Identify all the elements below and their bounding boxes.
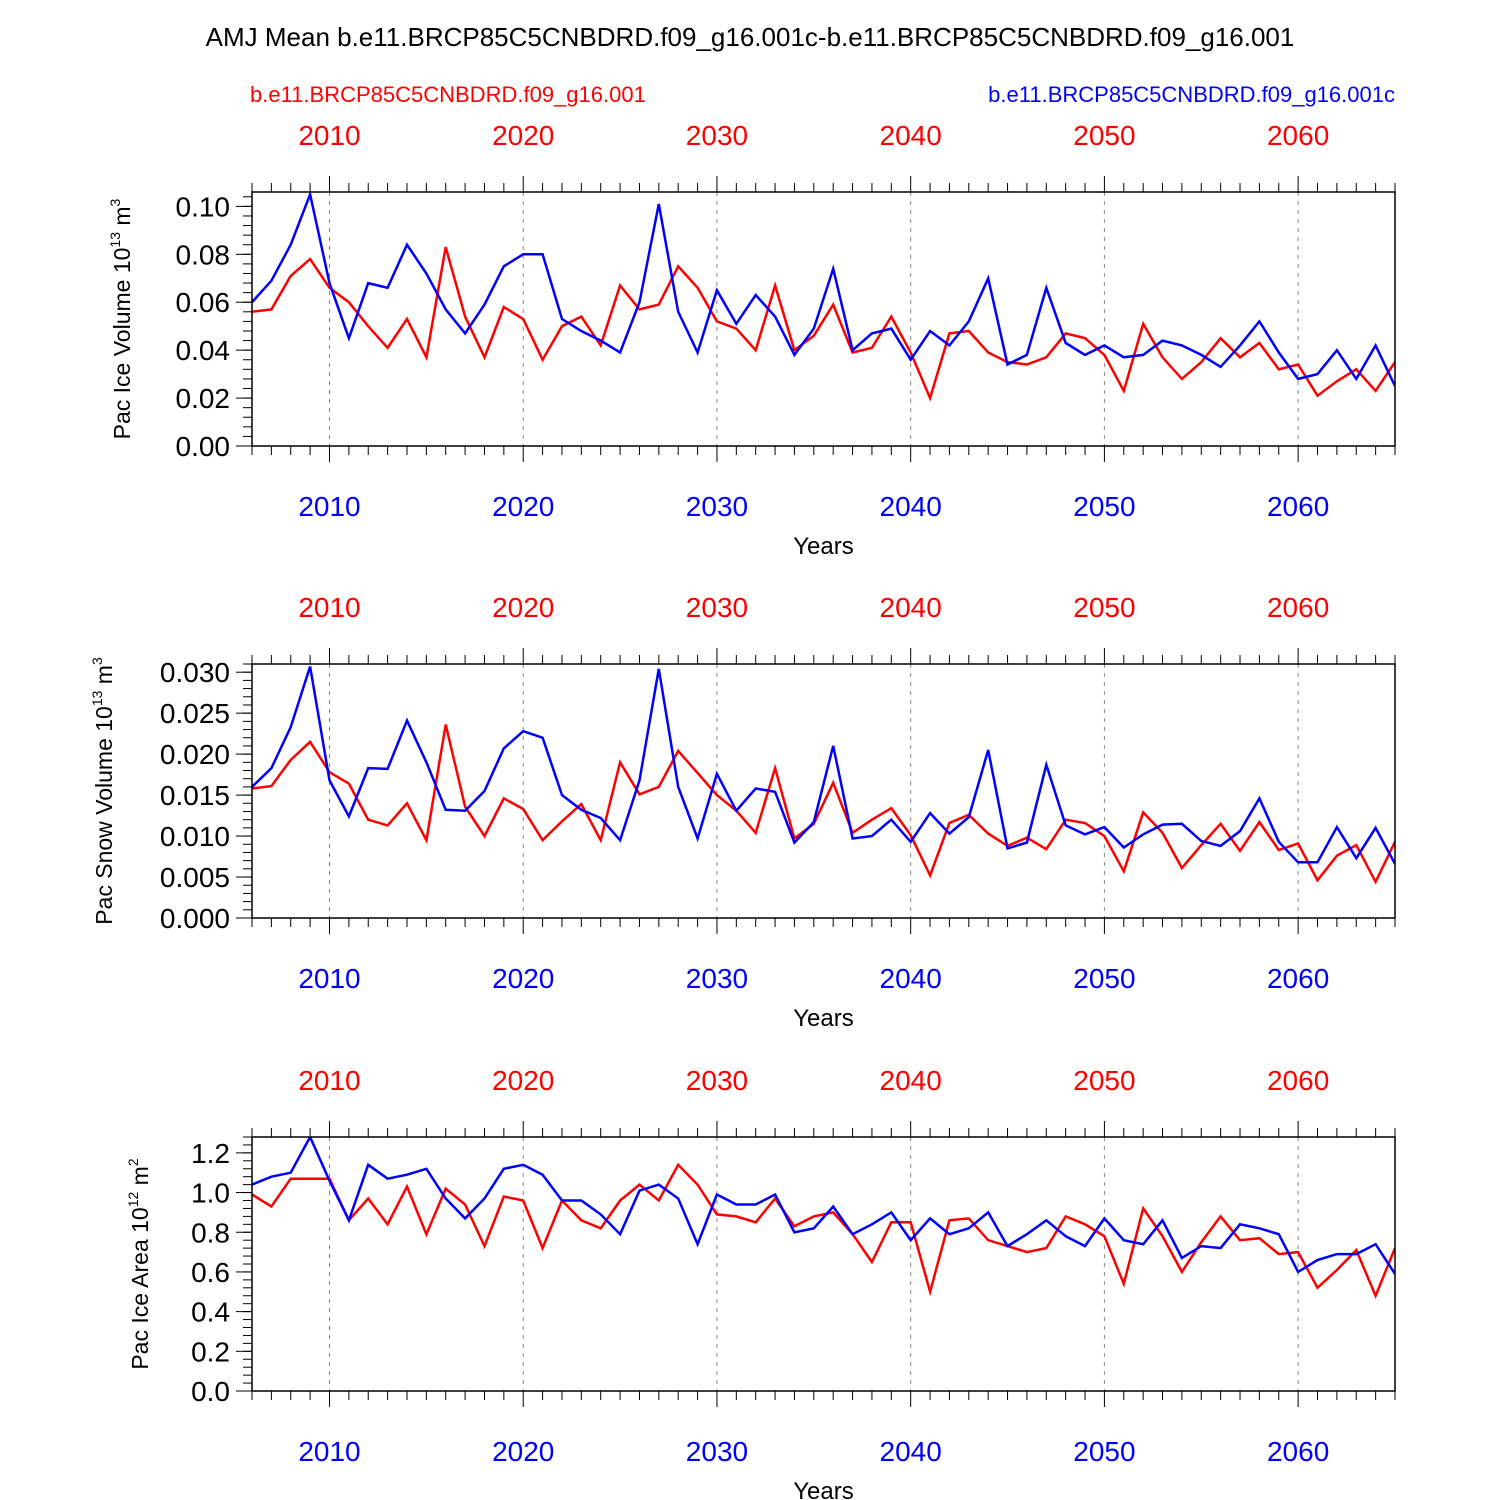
y-tick-label: 0.06 bbox=[176, 287, 231, 318]
series-line-case2 bbox=[252, 192, 1395, 387]
y-axis-label-exponent: 13 bbox=[89, 690, 105, 706]
y-tick-label: 0.02 bbox=[176, 383, 231, 414]
x-top-tick-label: 2060 bbox=[1267, 120, 1329, 151]
y-tick-label: 1.2 bbox=[191, 1138, 230, 1169]
x-bottom-tick-label: 2020 bbox=[492, 963, 554, 994]
x-bottom-tick-label: 2050 bbox=[1073, 963, 1135, 994]
y-tick-label: 0.08 bbox=[176, 239, 231, 270]
x-bottom-tick-label: 2060 bbox=[1267, 963, 1329, 994]
x-bottom-tick-label: 2030 bbox=[686, 491, 748, 522]
x-top-tick-label: 2030 bbox=[686, 120, 748, 151]
x-top-tick-label: 2030 bbox=[686, 592, 748, 623]
x-bottom-tick-label: 2010 bbox=[298, 491, 360, 522]
y-tick-label: 0.030 bbox=[160, 657, 230, 688]
y-axis-label-unit-exponent: 2 bbox=[125, 1158, 141, 1166]
x-top-tick-label: 2010 bbox=[298, 120, 360, 151]
x-bottom-tick-label: 2020 bbox=[492, 491, 554, 522]
x-bottom-tick-label: 2030 bbox=[686, 963, 748, 994]
x-top-tick-label: 2020 bbox=[492, 1065, 554, 1096]
x-top-tick-label: 2050 bbox=[1073, 1065, 1135, 1096]
y-tick-label: 0.020 bbox=[160, 739, 230, 770]
y-tick-label: 0.6 bbox=[191, 1257, 230, 1288]
plot-frame bbox=[251, 191, 1396, 447]
x-bottom-tick-label: 2040 bbox=[880, 491, 942, 522]
x-bottom-tick-label: 2050 bbox=[1073, 1436, 1135, 1467]
x-bottom-tick-label: 2060 bbox=[1267, 1436, 1329, 1467]
y-axis-label-main: Pac Snow Volume 10 bbox=[91, 706, 117, 925]
y-tick-label: 0.2 bbox=[191, 1336, 230, 1367]
x-top-tick-label: 2040 bbox=[880, 120, 942, 151]
y-axis-label: Pac Ice Area 1012 m2 bbox=[125, 1158, 153, 1370]
y-axis-label-unit: m bbox=[127, 1166, 153, 1192]
x-top-tick-label: 2030 bbox=[686, 1065, 748, 1096]
series-line-case1 bbox=[252, 724, 1395, 885]
x-top-tick-label: 2060 bbox=[1267, 592, 1329, 623]
x-bottom-tick-label: 2060 bbox=[1267, 491, 1329, 522]
x-bottom-tick-label: 2010 bbox=[298, 963, 360, 994]
plot-frame bbox=[251, 663, 1396, 919]
y-tick-label: 0.4 bbox=[191, 1297, 230, 1328]
y-tick-label: 0.10 bbox=[176, 191, 231, 222]
y-tick-label: 1.0 bbox=[191, 1178, 230, 1209]
x-top-tick-label: 2010 bbox=[298, 592, 360, 623]
x-top-tick-label: 2040 bbox=[880, 1065, 942, 1096]
y-tick-label: 0.010 bbox=[160, 821, 230, 852]
x-top-tick-label: 2010 bbox=[298, 1065, 360, 1096]
legend-case2: b.e11.BRCP85C5CNBDRD.f09_g16.001c bbox=[988, 82, 1395, 107]
y-axis-label-unit-exponent: 3 bbox=[107, 198, 123, 206]
y-axis-label-unit-exponent: 3 bbox=[89, 657, 105, 665]
y-axis-label: Pac Snow Volume 1013 m3 bbox=[89, 657, 117, 925]
y-tick-label: 0.0 bbox=[191, 1376, 230, 1407]
y-axis-label-exponent: 13 bbox=[107, 232, 123, 248]
x-axis-label: Years bbox=[793, 1478, 854, 1500]
legend-case1: b.e11.BRCP85C5CNBDRD.f09_g16.001 bbox=[250, 82, 646, 107]
y-tick-label: 0.8 bbox=[191, 1217, 230, 1248]
y-axis-label-unit: m bbox=[91, 665, 117, 691]
chart-title: AMJ Mean b.e11.BRCP85C5CNBDRD.f09_g16.00… bbox=[206, 22, 1295, 52]
x-top-tick-label: 2060 bbox=[1267, 1065, 1329, 1096]
x-bottom-tick-label: 2040 bbox=[880, 963, 942, 994]
x-bottom-tick-label: 2050 bbox=[1073, 491, 1135, 522]
series-line-case2 bbox=[252, 1137, 1395, 1275]
y-tick-label: 0.005 bbox=[160, 862, 230, 893]
x-top-tick-label: 2040 bbox=[880, 592, 942, 623]
x-bottom-tick-label: 2010 bbox=[298, 1436, 360, 1467]
y-axis-label: Pac Ice Volume 1013 m3 bbox=[107, 198, 135, 439]
x-bottom-tick-label: 2020 bbox=[492, 1436, 554, 1467]
x-top-tick-label: 2020 bbox=[492, 120, 554, 151]
plot-frame bbox=[251, 1136, 1396, 1392]
series-line-case1 bbox=[252, 1162, 1395, 1300]
x-bottom-tick-label: 2040 bbox=[880, 1436, 942, 1467]
x-top-tick-label: 2050 bbox=[1073, 592, 1135, 623]
x-bottom-tick-label: 2030 bbox=[686, 1436, 748, 1467]
y-tick-label: 0.025 bbox=[160, 698, 230, 729]
x-axis-label: Years bbox=[793, 1005, 854, 1032]
y-axis-label-exponent: 12 bbox=[125, 1191, 141, 1207]
y-tick-label: 0.000 bbox=[160, 903, 230, 934]
y-tick-label: 0.015 bbox=[160, 780, 230, 811]
series-line-case2 bbox=[252, 666, 1395, 865]
panel-1: 0.00 0.02 0.04 0.06 0.08 0.10 2010 2010 2020 2020… bbox=[107, 120, 1396, 560]
y-tick-label: 0.00 bbox=[176, 431, 231, 462]
y-axis-label-main: Pac Ice Area 10 bbox=[127, 1207, 153, 1369]
panel-2: 0.000 0.005 0.010 0.015 0.020 0.025 0.030 2010 2… bbox=[89, 592, 1396, 1032]
y-axis-label-unit: m bbox=[109, 206, 135, 232]
y-tick-label: 0.04 bbox=[176, 335, 231, 366]
y-axis-label-main: Pac Ice Volume 10 bbox=[109, 248, 135, 440]
x-top-tick-label: 2020 bbox=[492, 592, 554, 623]
x-axis-label: Years bbox=[793, 533, 854, 560]
x-top-tick-label: 2050 bbox=[1073, 120, 1135, 151]
panel-3: 0.0 0.2 0.4 0.6 0.8 1.0 1.2 2010 2010 2020 2020 203… bbox=[125, 1065, 1396, 1500]
